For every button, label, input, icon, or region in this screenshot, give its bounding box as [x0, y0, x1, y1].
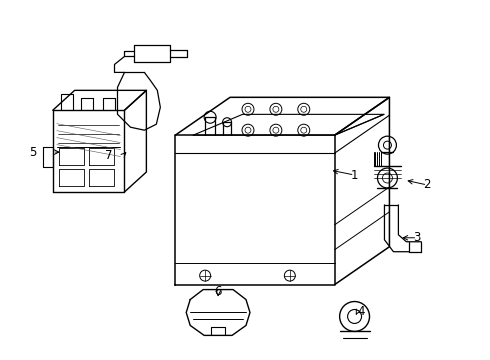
Text: 2: 2 [423, 179, 431, 192]
Text: 3: 3 [414, 231, 421, 244]
Text: 4: 4 [358, 305, 366, 318]
Text: 1: 1 [351, 168, 358, 181]
Text: 6: 6 [214, 285, 222, 298]
Text: 5: 5 [29, 145, 37, 159]
Text: 7: 7 [105, 149, 112, 162]
